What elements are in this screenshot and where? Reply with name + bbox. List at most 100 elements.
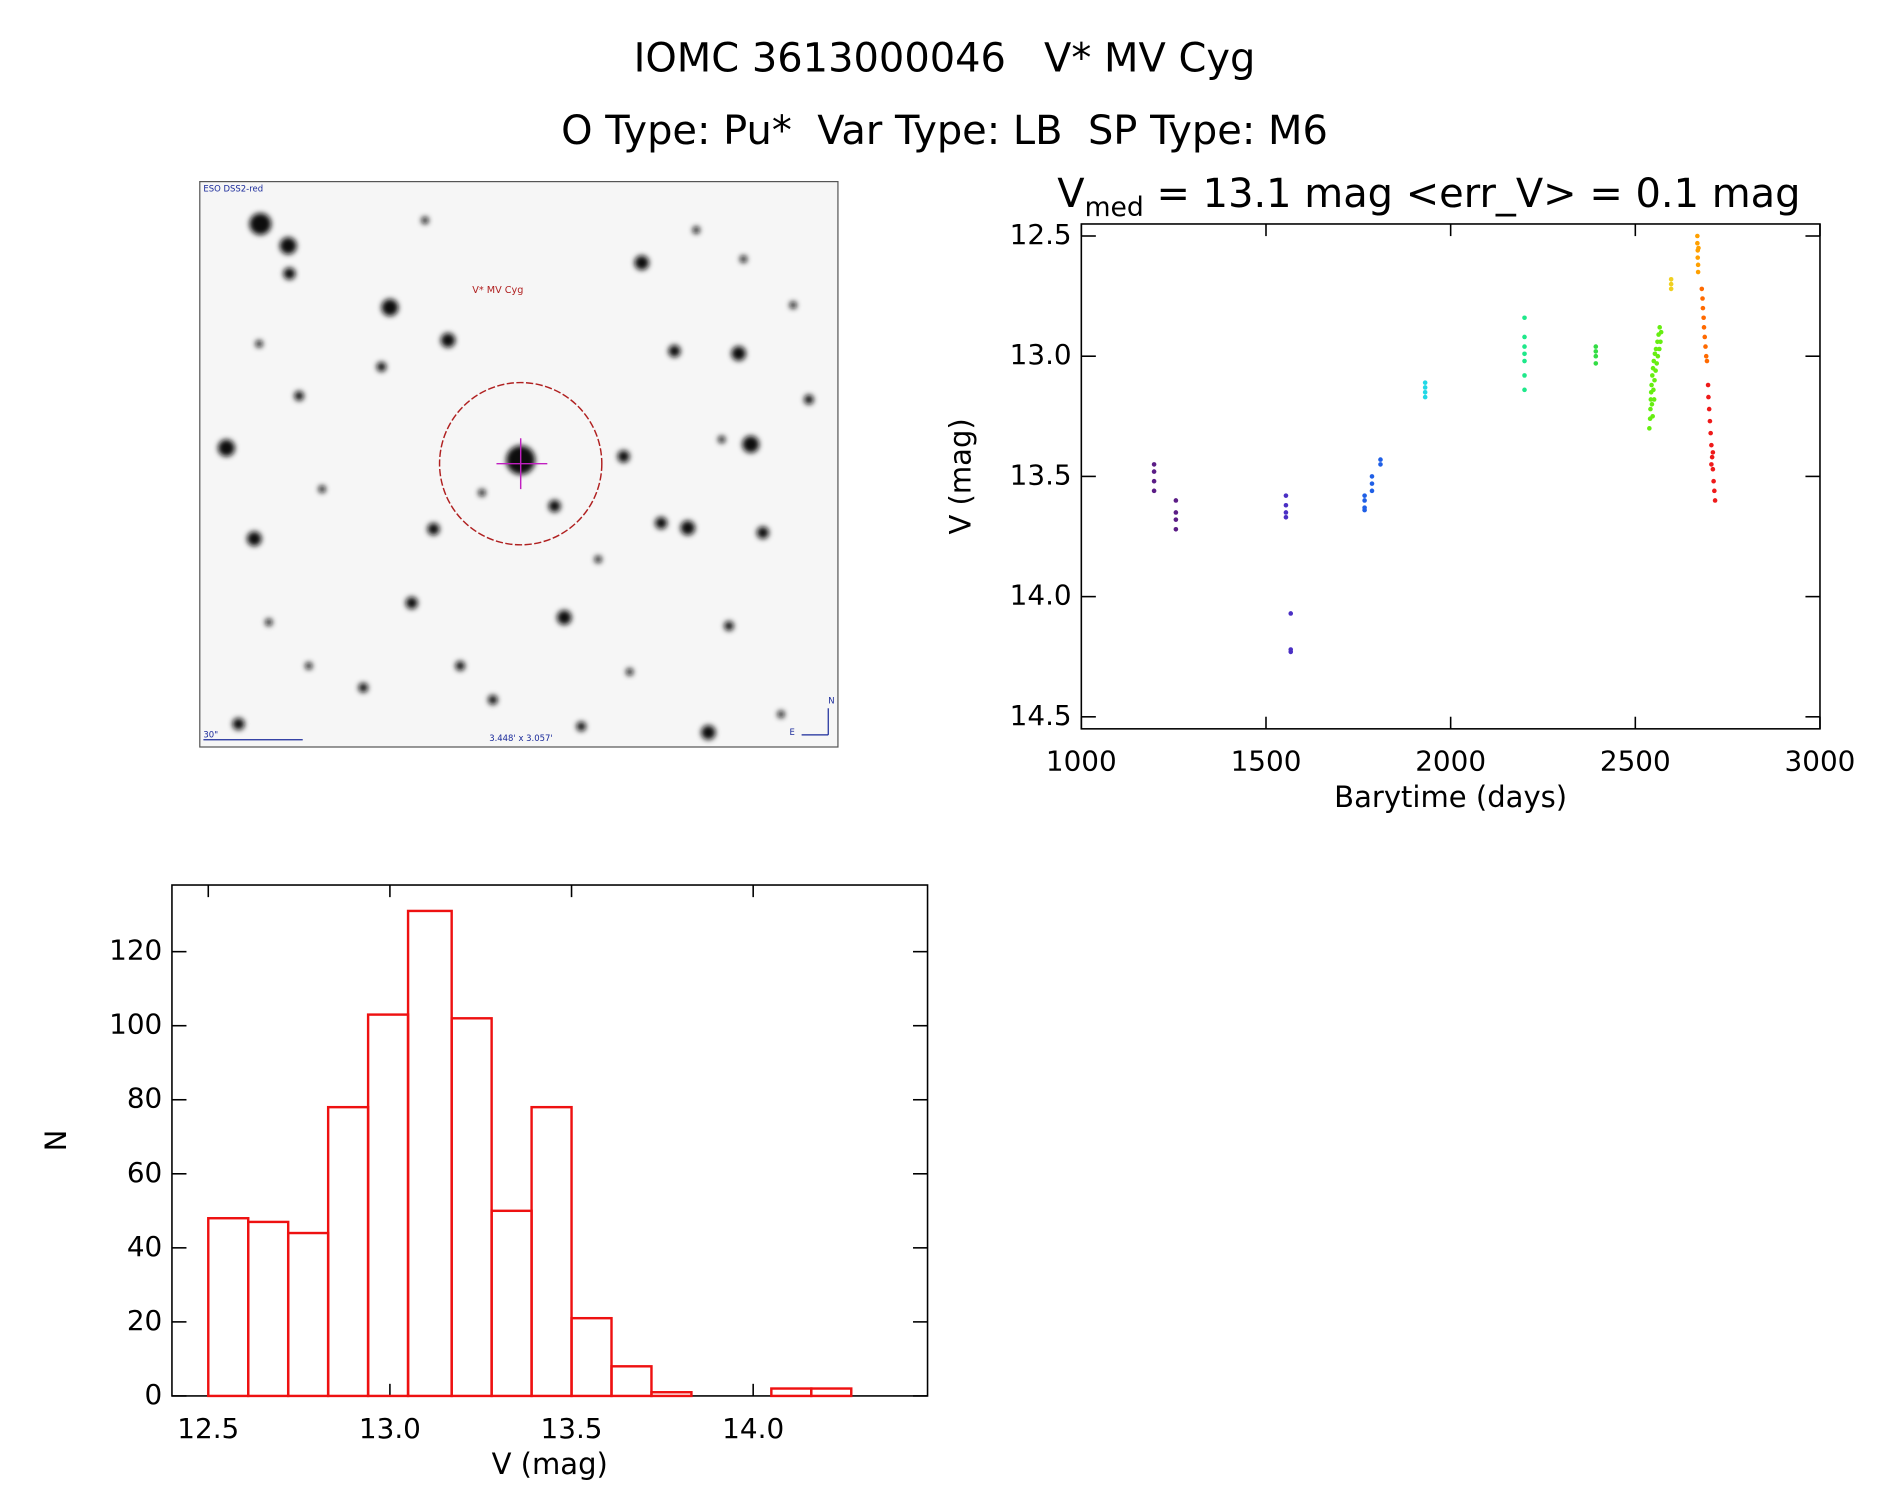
data-point: [1522, 387, 1527, 393]
compass-north: N: [828, 695, 834, 705]
data-point: [1701, 325, 1707, 330]
data-point: [1699, 286, 1705, 292]
y-tick-label: 40: [127, 1230, 162, 1263]
plot-frame: [1080, 223, 1821, 730]
star: [617, 450, 630, 463]
histogram-bar: [326, 1105, 370, 1398]
star: [655, 516, 668, 530]
x-tick-label: 14.0: [722, 1412, 784, 1445]
star: [634, 255, 650, 270]
data-point: [1378, 462, 1383, 467]
data-point: [1369, 474, 1375, 479]
title-subscript: med: [1085, 192, 1144, 223]
star: [279, 237, 297, 255]
data-point: [1648, 397, 1654, 402]
histogram-bar: [247, 1220, 290, 1398]
y-tick-label: 14.5: [1010, 699, 1072, 732]
data-point: [1668, 276, 1674, 282]
data-point: [1710, 466, 1716, 472]
data-point: [1652, 377, 1657, 383]
page-title: IOMC 3613000046 V* MV Cyg: [634, 36, 1256, 82]
data-point: [1651, 397, 1657, 402]
data-point: [1650, 373, 1655, 378]
data-point: [1647, 426, 1652, 431]
star: [557, 610, 572, 625]
data-point: [1707, 418, 1713, 424]
data-point: [1658, 339, 1663, 345]
y-tick-label: 0: [145, 1378, 163, 1411]
x-tick-label: 12.5: [177, 1412, 239, 1445]
star: [376, 361, 387, 372]
data-point: [1703, 344, 1708, 349]
data-point: [1712, 498, 1718, 503]
star-field: [217, 213, 814, 740]
star: [804, 394, 814, 405]
star: [440, 332, 456, 348]
data-point: [1649, 382, 1654, 388]
data-point: [1710, 450, 1716, 455]
data-point: [1422, 380, 1428, 385]
star: [548, 500, 561, 513]
star: [247, 531, 262, 547]
star: [668, 345, 681, 358]
target-circle: [438, 381, 603, 546]
histogram-bar: [530, 1105, 573, 1398]
data-point: [1522, 315, 1527, 321]
data-point: [1696, 245, 1701, 251]
y-tick-label: 100: [109, 1008, 162, 1041]
x-axis-label: V (mag): [492, 1447, 608, 1481]
data-point: [1695, 269, 1701, 275]
data-point: [1151, 488, 1157, 494]
data-point: [1709, 442, 1714, 448]
data-point: [1173, 510, 1179, 515]
title-text: = 13.1 mag <err_V> = 0.1 mag: [1144, 171, 1801, 217]
star: [478, 489, 486, 497]
histogram-bar: [610, 1365, 653, 1398]
star: [232, 717, 245, 731]
y-axis-label: V (mag): [944, 418, 978, 534]
data-point: [1668, 286, 1674, 292]
star: [265, 618, 273, 626]
survey-label: ESO DSS2-red: [203, 183, 263, 193]
title-symbol: V: [1057, 171, 1084, 217]
data-point: [1704, 358, 1710, 364]
data-point: [1422, 389, 1428, 395]
y-tick-label: 14.0: [1010, 579, 1072, 612]
data-point: [1655, 353, 1661, 359]
target-label: V* MV Cyg: [472, 285, 523, 296]
data-point: [1362, 493, 1367, 498]
data-point: [1653, 368, 1658, 373]
x-axis-label: Barytime (days): [1334, 780, 1567, 814]
data-point: [1593, 349, 1599, 354]
data-point: [1522, 373, 1527, 378]
star: [742, 435, 760, 453]
data-point: [1657, 325, 1662, 330]
data-point: [1283, 514, 1289, 520]
data-point: [1151, 462, 1157, 467]
chart-title: Vmed = 13.1 mag <err_V> = 0.1 mag: [1057, 171, 1800, 223]
data-point: [1650, 414, 1655, 419]
data-point: [1151, 469, 1157, 474]
histogram-bar: [207, 1217, 250, 1398]
data-point: [1706, 394, 1711, 400]
data-point: [1648, 406, 1653, 412]
star: [594, 555, 602, 563]
data-point: [1695, 262, 1701, 268]
y-tick-label: 12.5: [1010, 218, 1072, 251]
star: [739, 255, 748, 263]
data-point: [1593, 353, 1599, 359]
data-point: [1695, 255, 1701, 260]
data-point: [1173, 498, 1179, 503]
data-point: [1657, 346, 1662, 352]
y-axis-label: N: [39, 1130, 73, 1152]
star: [255, 340, 263, 348]
data-point: [1522, 351, 1527, 357]
star: [626, 668, 634, 676]
star: [576, 721, 587, 732]
star: [249, 213, 272, 235]
histogram-bar: [770, 1387, 813, 1398]
y-tick-label: 60: [127, 1156, 162, 1189]
data-point: [1283, 493, 1289, 498]
star: [680, 520, 696, 536]
data-point: [1651, 387, 1656, 393]
